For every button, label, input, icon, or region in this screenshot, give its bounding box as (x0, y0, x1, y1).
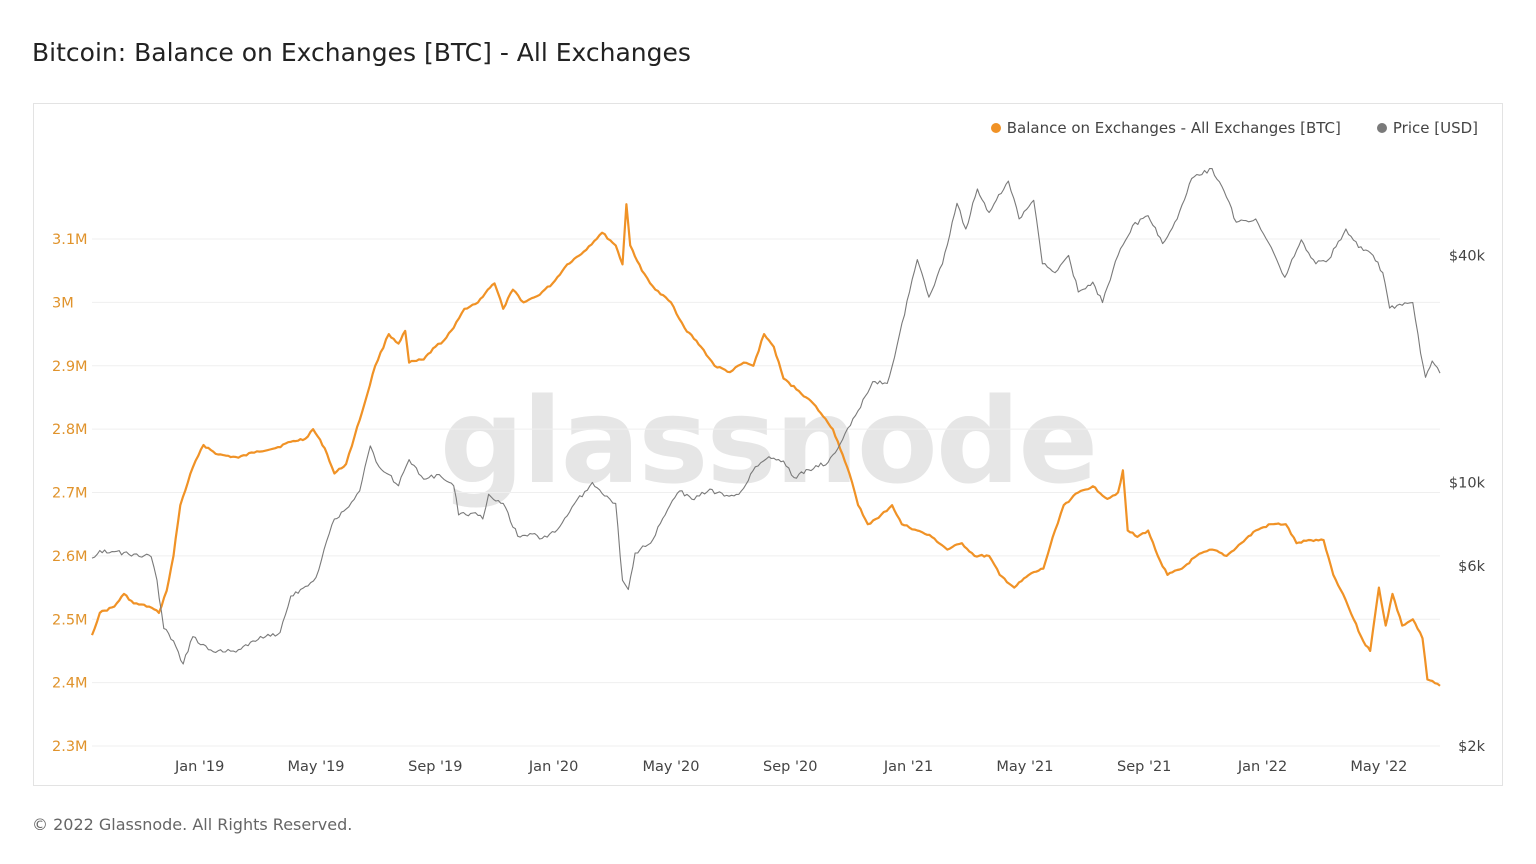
balance-series-line (90, 203, 1441, 687)
legend-dot-price (1376, 123, 1387, 133)
copyright-footer: © 2022 Glassnode. All Rights Reserved. (32, 815, 353, 834)
legend: Balance on Exchanges - All Exchanges [BT… (990, 119, 1478, 137)
legend-item-balance[interactable]: Balance on Exchanges - All Exchanges [BT… (990, 119, 1341, 137)
left-tick-label: 2.4M (52, 676, 88, 692)
left-tick-label: 2.9M (52, 359, 88, 375)
x-axis: Jan '19 May '19 Sep '19 Jan '20 May '20 Sep '… (174, 759, 1407, 775)
x-tick-label: May '22 (1350, 759, 1407, 775)
x-tick-label: May '20 (642, 759, 699, 775)
right-tick-label: $10k (1449, 475, 1486, 491)
x-tick-label: Jan '22 (1237, 759, 1287, 775)
x-tick-label: Sep '19 (408, 759, 462, 775)
left-tick-label: 3.1M (52, 232, 88, 248)
chart-svg: glassnode 2.3M 2.4M 2.5M 2.6M 2.7M 2.8M 2.9M 3M… (52, 167, 1486, 775)
x-tick-label: Jan '21 (883, 759, 933, 775)
x-tick-label: May '19 (288, 759, 345, 775)
x-tick-label: Jan '20 (528, 759, 578, 775)
left-tick-label: 2.7M (52, 486, 88, 502)
legend-dot-balance (990, 123, 1001, 133)
right-tick-label: $6k (1458, 559, 1485, 575)
left-tick-label: 2.5M (52, 612, 88, 628)
x-tick-label: Sep '21 (1117, 759, 1171, 775)
chart-panel: glassnode 2.3M 2.4M 2.5M 2.6M 2.7M 2.8M 2.9M 3M… (33, 103, 1503, 786)
legend-label-balance: Balance on Exchanges - All Exchanges [BT… (1006, 119, 1341, 137)
left-tick-label: 3M (52, 295, 74, 311)
right-tick-label: $40k (1449, 248, 1486, 264)
left-tick-label: 2.3M (52, 739, 88, 755)
chart-title: Bitcoin: Balance on Exchanges [BTC] - Al… (32, 38, 691, 67)
x-tick-label: May '21 (996, 759, 1053, 775)
x-tick-label: Sep '20 (763, 759, 817, 775)
legend-label-price: Price [USD] (1392, 119, 1478, 137)
x-tick-label: Jan '19 (174, 759, 224, 775)
grid-lines (92, 238, 1440, 747)
right-tick-label: $2k (1458, 739, 1485, 755)
price-series-line (91, 167, 1441, 665)
right-axis: $2k $6k $10k $40k (1449, 248, 1486, 755)
legend-item-price[interactable]: Price [USD] (1376, 119, 1478, 137)
watermark-text: glassnode (440, 372, 1097, 510)
series-layer (90, 167, 1441, 687)
left-axis: 2.3M 2.4M 2.5M 2.6M 2.7M 2.8M 2.9M 3M 3.1M (52, 232, 88, 755)
left-tick-label: 2.8M (52, 422, 88, 438)
left-tick-label: 2.6M (52, 549, 88, 565)
